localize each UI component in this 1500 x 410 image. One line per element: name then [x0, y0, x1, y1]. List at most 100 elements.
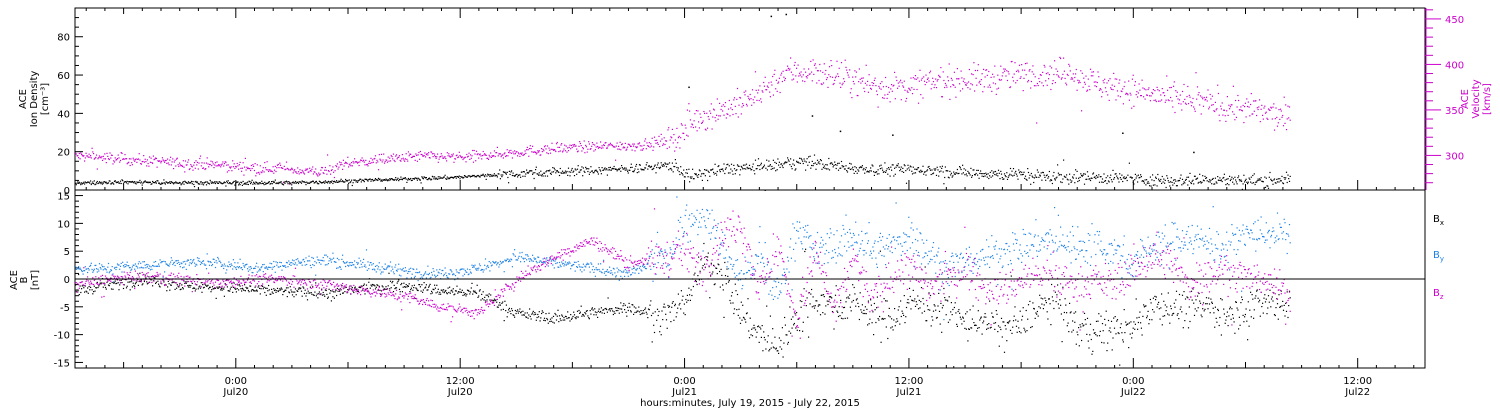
velocity-series-point	[474, 153, 476, 155]
velocity-series-point	[561, 143, 563, 145]
density-series-point	[469, 176, 472, 178]
velocity-series-point	[1118, 82, 1120, 84]
bx-series-point	[586, 310, 588, 312]
velocity-series-point	[158, 160, 160, 162]
density-series-point	[1149, 185, 1151, 187]
density-series-point	[223, 182, 225, 184]
velocity-series-point	[1104, 87, 1107, 89]
velocity-series-point	[954, 86, 956, 88]
bx-series-point	[471, 282, 473, 284]
density-series-point	[718, 165, 720, 167]
density-series-point	[650, 166, 652, 168]
density-series-point	[671, 169, 673, 171]
bx-series-point	[375, 286, 377, 288]
bx-series-point	[462, 294, 464, 296]
velocity-series-point	[595, 146, 597, 148]
velocity-series-point	[1030, 80, 1032, 83]
velocity-series-point	[271, 171, 273, 173]
density-series-point	[895, 166, 897, 168]
density-series-point	[889, 175, 891, 177]
density-series-point	[1283, 177, 1285, 179]
velocity-series-point	[671, 128, 673, 130]
bx-series-point	[839, 315, 841, 317]
density-series-point	[82, 182, 84, 184]
bx-series-point	[1072, 329, 1074, 331]
density-series-point	[365, 178, 368, 180]
bx-series-point	[1057, 303, 1059, 305]
velocity-series-point	[1105, 91, 1107, 93]
density-series-point	[411, 179, 413, 181]
bx-series-point	[349, 285, 351, 287]
density-series-point	[572, 171, 574, 173]
bx-series-point	[260, 288, 262, 290]
density-series-point	[859, 166, 861, 168]
velocity-series-point	[1003, 70, 1006, 72]
bx-series-point	[153, 277, 155, 279]
bx-series-point	[564, 315, 567, 317]
density-series-point	[259, 182, 261, 184]
velocity-series-point	[1104, 78, 1106, 80]
bx-series-point	[627, 309, 629, 312]
bx-series-point	[622, 305, 624, 307]
velocity-series-point	[209, 163, 211, 166]
bx-series-point	[394, 288, 396, 290]
density-series-point	[284, 182, 286, 184]
velocity-series-point	[695, 110, 697, 112]
density-series-point	[1036, 176, 1038, 178]
velocity-series-point	[1030, 87, 1032, 89]
density-series-point	[238, 184, 240, 186]
velocity-series-point	[602, 147, 604, 149]
bx-series-point	[312, 286, 314, 288]
velocity-series-point	[882, 86, 884, 88]
velocity-series-point	[384, 161, 386, 163]
density-series-point	[1132, 181, 1134, 183]
density-series-point	[811, 164, 813, 167]
density-series-point	[148, 181, 150, 183]
velocity-series-point	[323, 172, 325, 175]
density-series-point	[866, 171, 868, 173]
bx-series-point	[410, 287, 412, 289]
velocity-series-point	[221, 163, 223, 165]
velocity-series-point	[956, 78, 958, 80]
density-series-point	[1267, 187, 1270, 189]
velocity-series-point	[212, 163, 214, 165]
velocity-series-point	[1131, 107, 1133, 109]
velocity-series-point	[1178, 99, 1181, 101]
density-series-point	[941, 167, 943, 169]
density-series-point	[1131, 177, 1133, 179]
velocity-series-point	[816, 70, 819, 72]
density-series-point	[1133, 183, 1135, 185]
bx-series-point	[378, 285, 380, 287]
density-series-point	[1243, 174, 1245, 176]
velocity-series-point	[758, 99, 760, 102]
velocity-series-point	[1050, 88, 1052, 91]
density-series-point	[767, 165, 769, 167]
velocity-series-point	[249, 168, 251, 170]
density-series-point	[860, 166, 862, 168]
velocity-series-point	[879, 87, 881, 89]
velocity-series-point	[878, 85, 880, 87]
bx-series-point	[204, 283, 206, 285]
bx-series-point	[451, 289, 453, 291]
bx-series-point	[838, 306, 840, 308]
density-series-point	[503, 171, 505, 174]
bx-series-point	[726, 268, 728, 270]
density-series-point	[691, 176, 693, 178]
density-series-point	[613, 165, 615, 168]
bx-series-point	[473, 291, 475, 293]
density-series-point	[1288, 180, 1291, 182]
density-series-point	[1108, 181, 1110, 183]
velocity-series-point	[131, 162, 133, 164]
bx-series-point	[250, 285, 252, 287]
density-series-point	[454, 176, 457, 178]
bx-series-point	[753, 324, 755, 326]
density-series-point	[736, 164, 739, 166]
density-series-point	[980, 173, 982, 175]
bx-series-point	[653, 331, 656, 334]
bx-series-point	[618, 307, 620, 309]
density-series-point	[732, 173, 734, 175]
density-series-point	[621, 167, 623, 169]
density-series-point	[611, 168, 613, 170]
velocity-series-point	[290, 168, 292, 171]
velocity-series-point	[305, 168, 307, 170]
